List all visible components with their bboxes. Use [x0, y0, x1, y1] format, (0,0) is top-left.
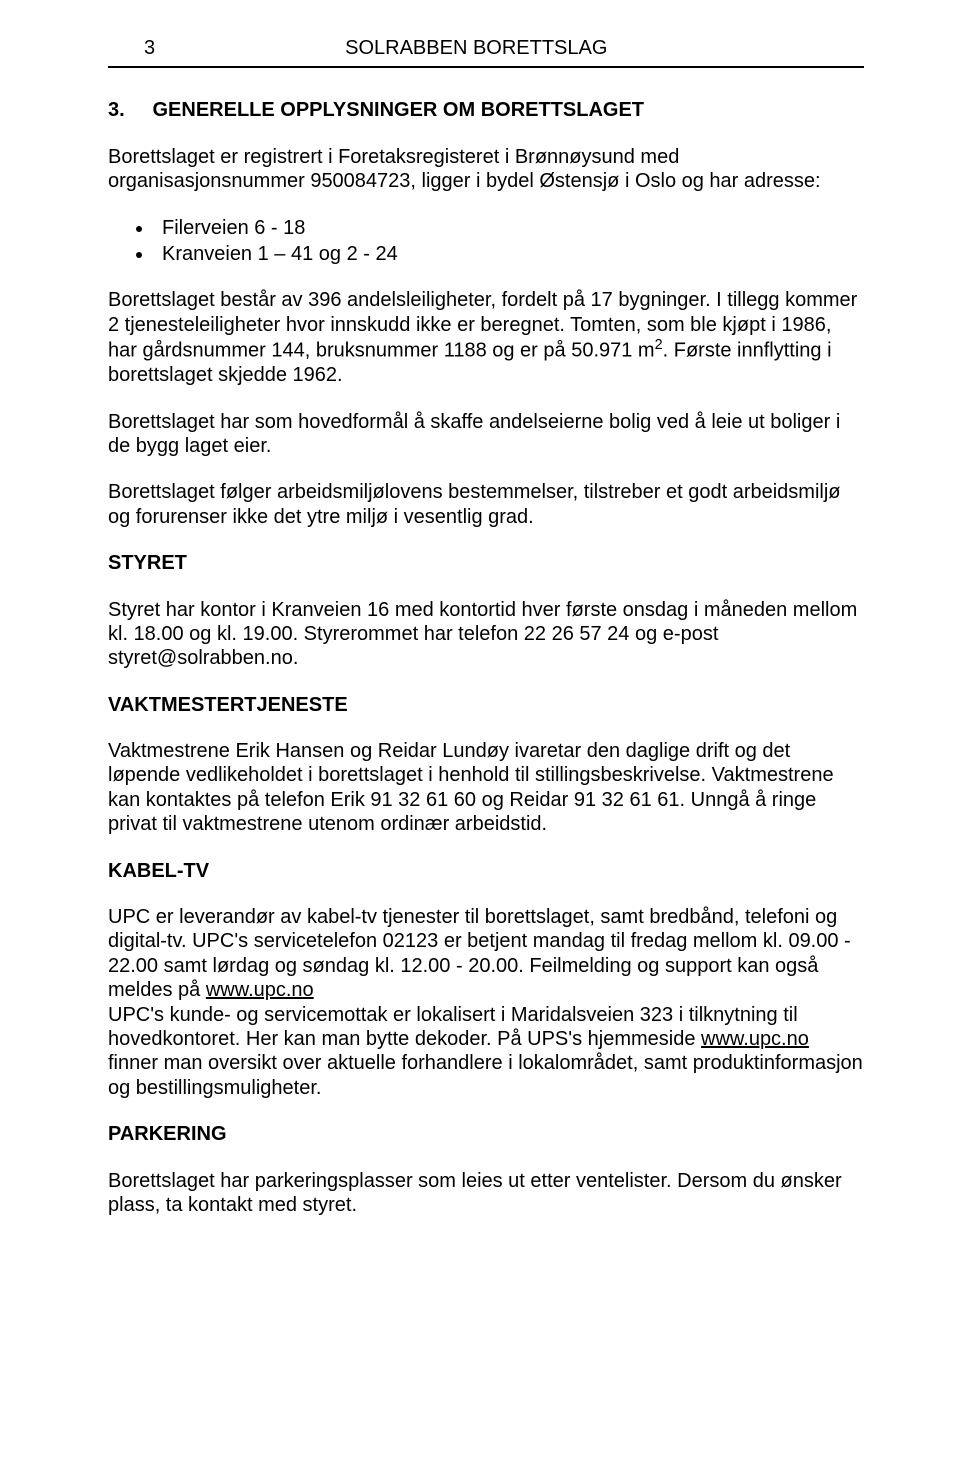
parkering-paragraph: Borettslaget har parkeringsplasser som l… [108, 1169, 864, 1218]
parkering-heading: PARKERING [108, 1122, 864, 1146]
vaktmester-paragraph: Vaktmestrene Erik Hansen og Reidar Lundø… [108, 739, 864, 837]
link-text: www.upc.no [701, 1028, 809, 1050]
page-header: 3 SOLRABBEN BORETTSLAG [108, 36, 864, 60]
styret-heading: STYRET [108, 551, 864, 575]
header-title: SOLRABBEN BORETTSLAG [345, 36, 607, 60]
body-text: finner man oversikt over aktuelle forhan… [108, 1052, 863, 1098]
kabeltv-paragraph: UPC er leverandør av kabel-tv tjenester … [108, 905, 864, 1100]
address-list: Filerveien 6 - 18 Kranveien 1 – 41 og 2 … [108, 216, 864, 267]
vaktmester-heading: VAKTMESTERTJENESTE [108, 693, 864, 717]
link-text: www.upc.no [206, 979, 314, 1001]
body-paragraph-3: Borettslaget følger arbeidsmiljølovens b… [108, 480, 864, 529]
kabeltv-heading: KABEL-TV [108, 859, 864, 883]
page-number: 3 [144, 36, 155, 60]
intro-paragraph: Borettslaget er registrert i Foretaksreg… [108, 145, 864, 194]
header-divider [108, 66, 864, 68]
body-paragraph-2: Borettslaget har som hovedformål å skaff… [108, 410, 864, 459]
body-text: UPC's kunde- og servicemottak er lokalis… [108, 1004, 798, 1050]
section-number: 3. [108, 99, 125, 121]
body-paragraph-1: Borettslaget består av 396 andelsleiligh… [108, 288, 864, 387]
section-heading: 3. GENERELLE OPPLYSNINGER OM BORETTSLAGE… [108, 98, 864, 122]
styret-paragraph: Styret har kontor i Kranveien 16 med kon… [108, 598, 864, 671]
superscript: 2 [655, 337, 663, 353]
section-title-text: GENERELLE OPPLYSNINGER OM BORETTSLAGET [152, 99, 644, 121]
document-page: 3 SOLRABBEN BORETTSLAG 3. GENERELLE OPPL… [0, 0, 960, 1257]
list-item: Kranveien 1 – 41 og 2 - 24 [154, 242, 864, 266]
list-item: Filerveien 6 - 18 [154, 216, 864, 240]
